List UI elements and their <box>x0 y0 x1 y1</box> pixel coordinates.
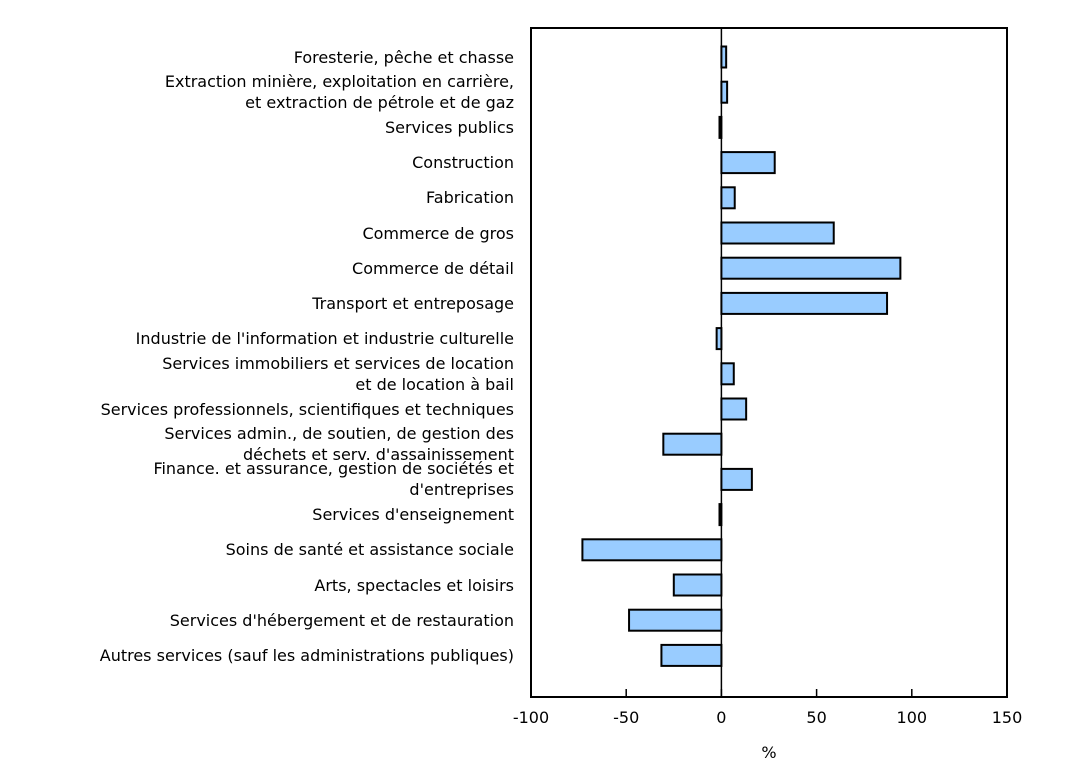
category-label: Foresterie, pêche et chasse <box>293 47 514 67</box>
category-label: Services immobiliers et services de loca… <box>162 353 514 394</box>
category-label: Commerce de détail <box>352 258 514 278</box>
bar <box>720 256 902 280</box>
bar <box>720 291 889 315</box>
bar <box>720 467 753 491</box>
bar <box>628 608 723 632</box>
bar <box>715 327 723 351</box>
category-label: Industrie de l'information et industrie … <box>135 329 514 349</box>
category-label: Commerce de gros <box>362 223 514 243</box>
category-label: Fabrication <box>426 188 514 208</box>
category-label: Services admin., de soutien, de gestion … <box>164 424 514 465</box>
x-tick-label: 50 <box>806 708 827 727</box>
x-tick-label: -100 <box>512 708 550 727</box>
x-axis-title: % <box>761 743 777 762</box>
category-label: Construction <box>412 153 514 173</box>
category-label: Autres services (sauf les administration… <box>99 645 514 665</box>
category-label: Soins de santé et assistance sociale <box>225 540 514 560</box>
bar <box>720 221 835 245</box>
bar <box>662 432 723 456</box>
category-label: Transport et entreposage <box>312 293 514 313</box>
x-tick-label: 100 <box>896 708 928 727</box>
bar <box>720 362 735 386</box>
bar <box>720 80 729 104</box>
plot-frame <box>530 27 1008 698</box>
bar <box>720 45 728 69</box>
bar <box>660 643 723 667</box>
bar <box>720 397 748 421</box>
category-label: Services d'hébergement et de restauratio… <box>169 610 514 630</box>
category-label: Services d'enseignement <box>312 505 514 525</box>
category-label: Services publics <box>384 117 514 137</box>
x-tick-label: -50 <box>613 708 640 727</box>
category-label: Finance. et assurance, gestion de sociét… <box>153 459 514 500</box>
bar <box>720 186 736 210</box>
x-tick-label: 150 <box>991 708 1023 727</box>
bar <box>581 538 723 562</box>
category-label: Arts, spectacles et loisirs <box>314 575 514 595</box>
bar <box>720 151 776 175</box>
bar <box>672 573 723 597</box>
category-label: Services professionnels, scientifiques e… <box>100 399 514 419</box>
x-tick-label: 0 <box>716 708 727 727</box>
category-label: Extraction minière, exploitation en carr… <box>164 72 514 113</box>
bar <box>718 115 723 139</box>
bar <box>718 503 723 527</box>
